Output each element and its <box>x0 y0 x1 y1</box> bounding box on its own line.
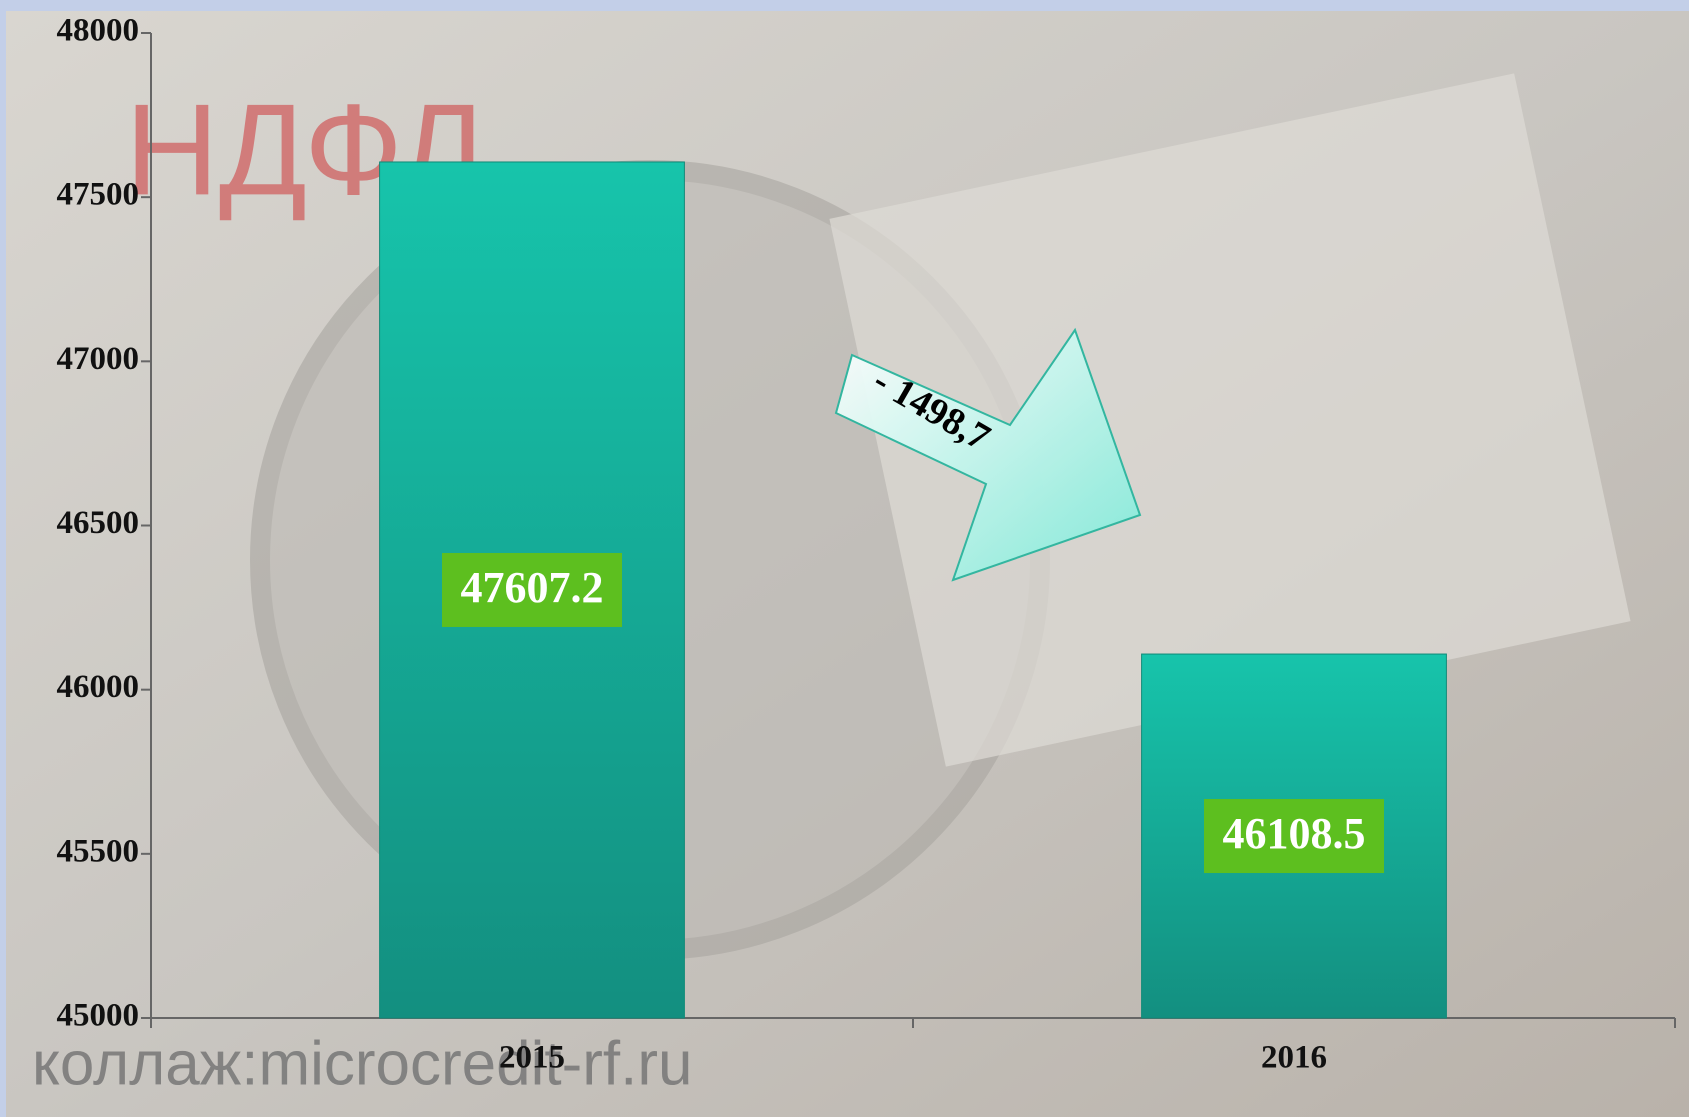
watermark: коллаж:microcredit-rf.ru <box>32 1029 693 1098</box>
value-label-box <box>1204 799 1384 874</box>
y-tick-label: 45000 <box>57 998 140 1034</box>
value-label: 46108.5 <box>1223 809 1366 858</box>
y-tick-label: 46500 <box>57 505 140 541</box>
change-arrow <box>834 327 1142 582</box>
plot-area: 45000 45500 46000 46500 47000 47500 48000 47607… <box>57 13 1676 1076</box>
value-label-box <box>442 552 622 627</box>
x-tick-label: 2016 <box>1261 1040 1327 1076</box>
y-tick-label: 46000 <box>57 669 140 705</box>
y-tick-label: 48000 <box>57 13 140 49</box>
y-tick-label: 47500 <box>57 177 140 213</box>
banknote-decoration <box>829 73 1631 767</box>
y-tick-label: 47000 <box>57 341 140 377</box>
value-label: 47607.2 <box>461 563 604 612</box>
y-tick-label: 45500 <box>57 833 140 869</box>
x-tick-label: 2015 <box>499 1040 565 1076</box>
